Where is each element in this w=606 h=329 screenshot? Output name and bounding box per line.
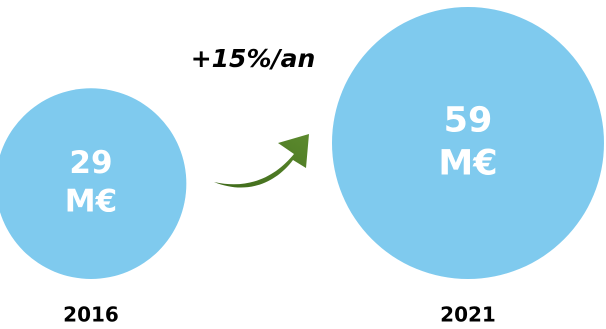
- growth-rate-label: +15%/an: [191, 44, 316, 73]
- bubble-2021-value: 59: [444, 100, 493, 140]
- bubble-2016-unit: M€: [65, 183, 117, 219]
- bubble-2021-unit: M€: [438, 144, 497, 184]
- bubble-2016: [0, 88, 187, 279]
- growth-arrow-icon: [214, 134, 309, 188]
- year-label-2016: 2016: [63, 303, 119, 327]
- bubble-2016-value: 29: [69, 145, 112, 181]
- bubble-2021: [332, 7, 604, 279]
- year-label-2021: 2021: [440, 303, 496, 327]
